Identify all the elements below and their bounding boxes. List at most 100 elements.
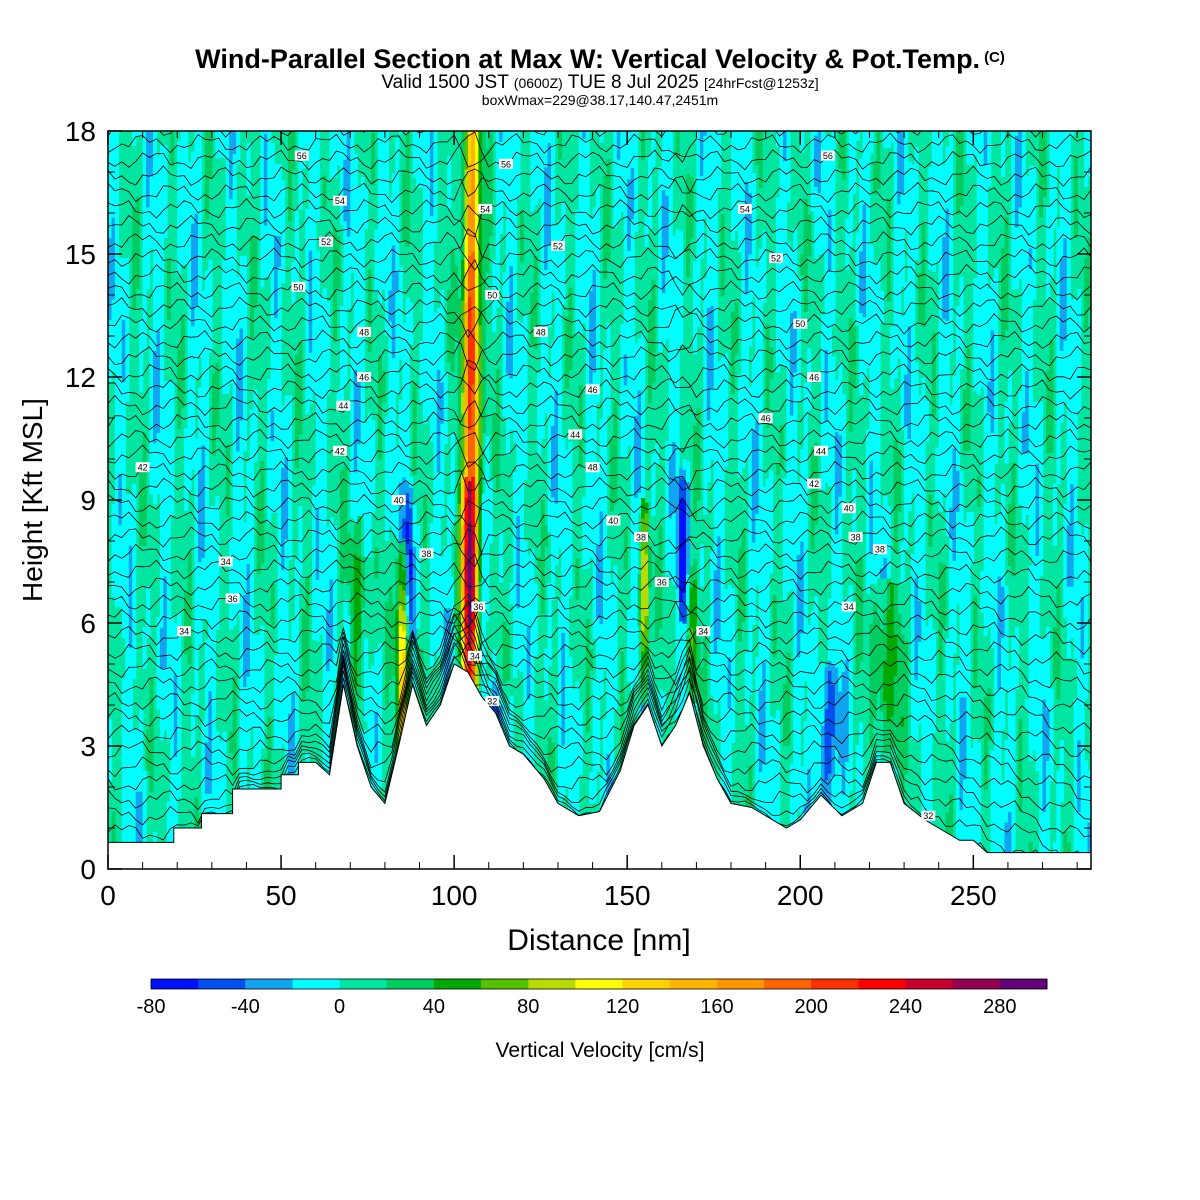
field-cell — [402, 610, 407, 632]
field-cell — [433, 312, 438, 652]
field-cell — [644, 666, 649, 698]
field-cell — [357, 515, 362, 557]
field-cell — [852, 131, 857, 195]
field-cell — [246, 143, 251, 196]
field-cell — [1021, 452, 1026, 526]
field-cell — [834, 533, 839, 668]
theta-label: 42 — [807, 478, 822, 489]
field-cell — [976, 475, 981, 508]
field-cell — [738, 131, 743, 253]
field-cell — [471, 527, 476, 600]
field-cell — [163, 145, 168, 239]
field-cell — [502, 621, 507, 684]
field-cell — [872, 603, 877, 717]
theta-contour-line — [108, 641, 1091, 838]
field-cell — [606, 323, 611, 416]
field-cell — [184, 428, 189, 511]
theta-label-text: 38 — [851, 532, 861, 542]
theta-label: 50 — [291, 281, 306, 292]
theta-contour-line — [108, 528, 1091, 566]
field-cell — [956, 665, 961, 840]
field-cell — [706, 420, 711, 483]
field-cell — [724, 353, 729, 467]
field-cell — [156, 432, 161, 495]
field-cell — [710, 131, 715, 306]
theta-label-text: 42 — [809, 479, 819, 489]
colorbar-swatch — [764, 979, 812, 989]
field-cell — [298, 506, 303, 579]
field-cell — [824, 134, 829, 350]
field-cell — [398, 605, 403, 627]
field-cell — [831, 356, 836, 665]
colorbar-swatch — [481, 979, 529, 989]
field-cell — [866, 429, 871, 594]
theta-label-bg — [841, 503, 856, 514]
field-cell — [239, 420, 244, 790]
theta-label: 34 — [177, 626, 192, 637]
theta-label: 44 — [814, 445, 828, 456]
field-cell — [474, 656, 479, 689]
field-cell — [796, 277, 801, 402]
field-cell — [402, 323, 407, 478]
theta-label: 52 — [769, 253, 783, 264]
field-cell — [956, 131, 961, 215]
field-cell — [464, 589, 469, 631]
field-cell — [980, 131, 985, 388]
theta-label: 34 — [696, 626, 711, 637]
theta-label: 46 — [585, 384, 600, 395]
field-cell — [128, 493, 133, 546]
field-cell — [1084, 258, 1089, 331]
theta-label: 56 — [499, 158, 513, 169]
theta-contour-line — [108, 553, 1091, 608]
field-cell — [478, 131, 483, 326]
field-cell — [139, 319, 144, 392]
theta-contour-line — [108, 625, 1091, 820]
field-cell — [803, 383, 808, 681]
field-cell — [834, 667, 839, 750]
colorbar-swatch — [528, 979, 576, 989]
field-cell — [153, 131, 158, 351]
field-cell — [384, 417, 389, 541]
field-cell — [215, 495, 220, 630]
field-cell — [800, 766, 805, 819]
field-cell — [526, 698, 531, 761]
field-cell — [824, 708, 829, 781]
field-cell — [720, 357, 725, 789]
field-cell — [516, 607, 521, 670]
field-cell — [204, 131, 209, 220]
theta-contour-line — [108, 597, 1091, 655]
field-cell — [983, 131, 988, 165]
field-cell — [243, 594, 248, 688]
theta-contour-line — [108, 131, 1091, 171]
chart-title-text: Wind-Parallel Section at Max W: Vertical… — [195, 44, 981, 74]
theta-label: 54 — [332, 195, 347, 206]
field-cell — [623, 528, 628, 570]
field-cell — [509, 265, 514, 379]
theta-label: 54 — [478, 203, 493, 214]
field-cell — [229, 731, 234, 753]
field-cell — [464, 271, 469, 303]
field-cell — [211, 506, 216, 815]
theta-label: 46 — [758, 413, 773, 424]
field-cell — [769, 131, 774, 133]
field-cell — [1035, 401, 1040, 464]
theta-contour-line — [108, 198, 1091, 238]
field-cell — [793, 371, 798, 824]
field-cell — [575, 209, 580, 334]
field-cell — [821, 315, 826, 490]
field-cell — [693, 579, 698, 693]
field-cell — [208, 131, 213, 179]
field-cell — [959, 276, 964, 370]
field-cell — [938, 562, 943, 676]
field-cell — [547, 583, 552, 666]
field-cell — [928, 166, 933, 270]
field-cell — [405, 553, 410, 596]
field-cell — [173, 674, 178, 757]
field-cell — [717, 131, 722, 188]
field-cell — [945, 812, 950, 834]
field-cell — [613, 565, 618, 710]
field-cell — [827, 660, 832, 671]
field-cell — [1059, 739, 1064, 802]
field-cell — [1011, 463, 1016, 577]
theta-label-bg — [336, 400, 351, 411]
